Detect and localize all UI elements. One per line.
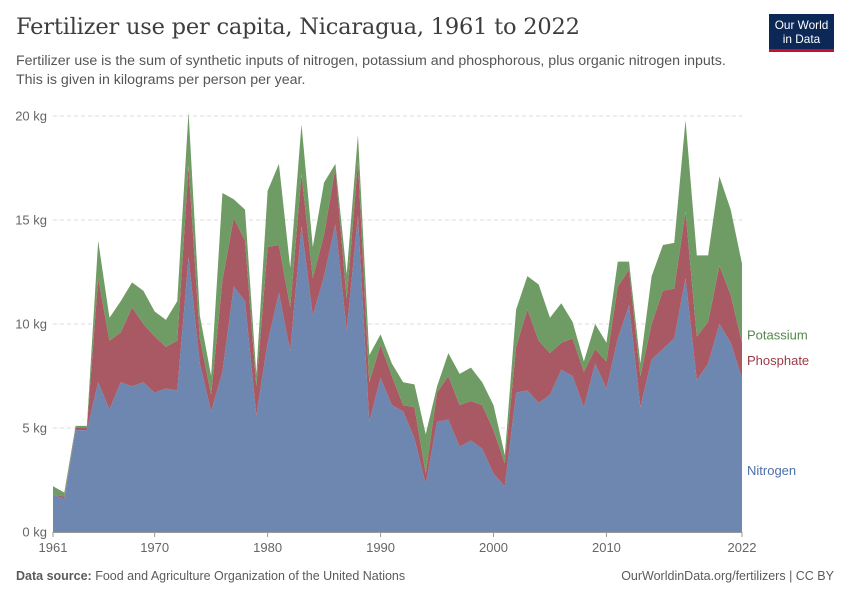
area-nitrogen (53, 215, 742, 532)
area-potassium (53, 111, 742, 497)
series-label-phosphate: Phosphate (747, 353, 809, 368)
data-source-label: Data source: (16, 569, 92, 583)
series-labels: Nitrogen Phosphate Potassium (747, 327, 809, 478)
x-tick-label: 1990 (366, 540, 395, 555)
x-tick-label: 2022 (728, 540, 757, 555)
source-link[interactable]: OurWorldinData.org/fertilizers | CC BY (621, 569, 834, 583)
y-tick-label: 5 kg (22, 421, 47, 436)
x-tick-label: 2000 (479, 540, 508, 555)
y-tick-label: 10 kg (15, 317, 47, 332)
owid-logo[interactable]: Our World in Data (769, 14, 834, 52)
area-series (53, 111, 742, 532)
y-tick-label: 15 kg (15, 213, 47, 228)
chart-title: Fertilizer use per capita, Nicaragua, 19… (16, 14, 580, 40)
y-tick-label: 20 kg (15, 109, 47, 124)
y-tick-label: 0 kg (22, 525, 47, 540)
x-tick-label: 1961 (39, 540, 68, 555)
series-label-nitrogen: Nitrogen (747, 463, 796, 478)
data-source-text: Food and Agriculture Organization of the… (95, 569, 406, 583)
logo-line-2: in Data (782, 31, 821, 46)
series-label-potassium: Potassium (747, 327, 808, 342)
x-tick-label: 1970 (140, 540, 169, 555)
stacked-area-chart: 0 kg 5 kg 10 kg 15 kg 20 kg 1961 1970 1980 1990 2… (15, 109, 809, 556)
x-tick-label: 1980 (253, 540, 282, 555)
chart-subtitle: Fertilizer use is the sum of synthetic i… (16, 53, 726, 88)
data-source: Data source: Food and Agriculture Organi… (16, 569, 405, 583)
axes: 0 kg 5 kg 10 kg 15 kg 20 kg 1961 1970 1980 1990 2… (15, 109, 756, 556)
x-tick-label: 2010 (592, 540, 621, 555)
logo-line-1: Our World (774, 18, 829, 32)
